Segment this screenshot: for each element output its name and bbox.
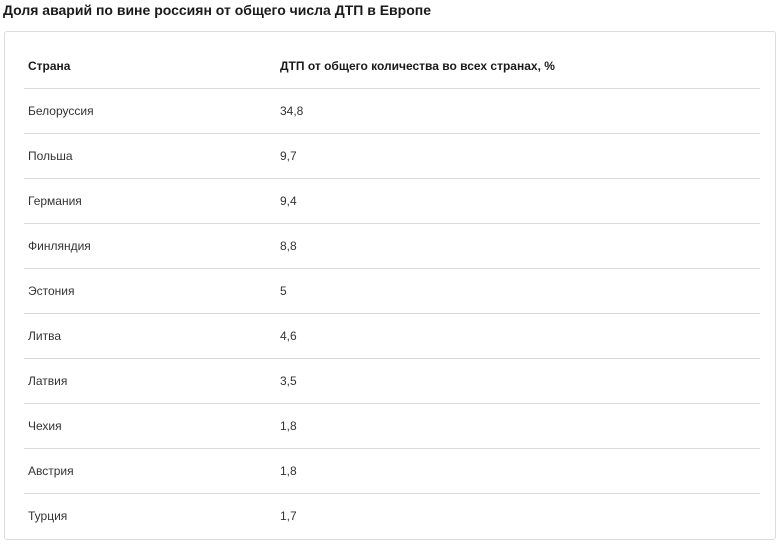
country-cell: Польша bbox=[28, 149, 73, 163]
table-row: Литва 4,6 bbox=[24, 314, 760, 359]
country-cell: Литва bbox=[28, 329, 61, 343]
table-row: Турция 1,7 bbox=[24, 494, 760, 539]
share-cell: 34,8 bbox=[280, 104, 304, 118]
data-table: Страна ДТП от общего количества во всех … bbox=[4, 31, 776, 540]
share-cell: 9,7 bbox=[280, 149, 297, 163]
table-row: Эстония 5 bbox=[24, 269, 760, 314]
column-header-share: ДТП от общего количества во всех странах… bbox=[280, 59, 555, 73]
share-cell: 8,8 bbox=[280, 239, 297, 253]
share-cell: 9,4 bbox=[280, 194, 297, 208]
table-row: Австрия 1,8 bbox=[24, 449, 760, 494]
country-cell: Эстония bbox=[28, 284, 75, 298]
column-header-country: Страна bbox=[28, 59, 71, 73]
country-cell: Чехия bbox=[28, 419, 62, 433]
table-header-row: Страна ДТП от общего количества во всех … bbox=[24, 44, 760, 89]
table-row: Чехия 1,8 bbox=[24, 404, 760, 449]
country-cell: Белоруссия bbox=[28, 104, 94, 118]
share-cell: 1,8 bbox=[280, 419, 297, 433]
country-cell: Турция bbox=[28, 509, 68, 523]
country-cell: Латвия bbox=[28, 374, 68, 388]
table-row: Финляндия 8,8 bbox=[24, 224, 760, 269]
share-cell: 4,6 bbox=[280, 329, 297, 343]
table-body: Страна ДТП от общего количества во всех … bbox=[24, 44, 760, 539]
table-row: Польша 9,7 bbox=[24, 134, 760, 179]
share-cell: 1,8 bbox=[280, 464, 297, 478]
table-row: Германия 9,4 bbox=[24, 179, 760, 224]
country-cell: Финляндия bbox=[28, 239, 91, 253]
country-cell: Германия bbox=[28, 194, 82, 208]
share-cell: 3,5 bbox=[280, 374, 297, 388]
page-title: Доля аварий по вине россиян от общего чи… bbox=[3, 2, 431, 18]
table-row: Латвия 3,5 bbox=[24, 359, 760, 404]
share-cell: 5 bbox=[280, 284, 287, 298]
country-cell: Австрия bbox=[28, 464, 74, 478]
table-row: Белоруссия 34,8 bbox=[24, 89, 760, 134]
share-cell: 1,7 bbox=[280, 509, 297, 523]
